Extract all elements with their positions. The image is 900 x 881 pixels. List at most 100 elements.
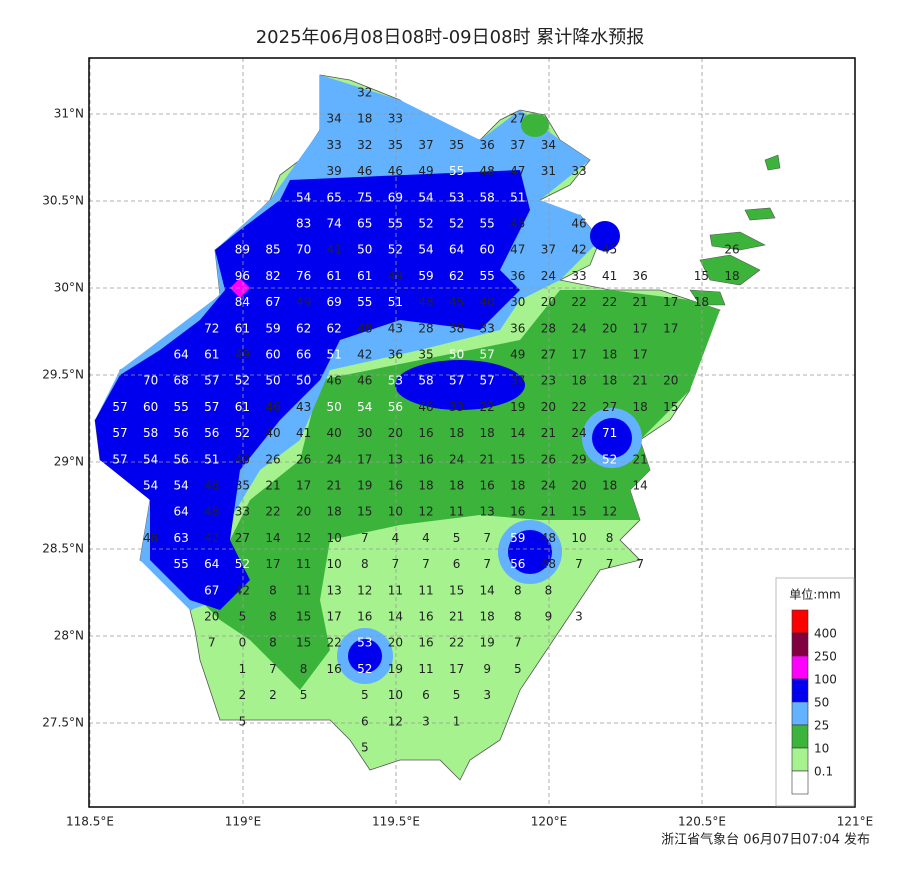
station-value: 72 [204,321,219,335]
station-value: 54 [418,190,433,204]
station-value: 8 [514,583,522,597]
station-value: 18 [449,426,464,440]
station-value: 12 [296,531,311,545]
station-value: 22 [327,636,342,650]
station-value: 7 [606,557,614,571]
station-value: 57 [204,400,219,414]
station-value: 18 [602,374,617,388]
station-value: 20 [571,479,586,493]
station-value: 18 [418,479,433,493]
station-value: 62 [449,269,464,283]
lon-tick-label: 121°E [837,815,874,829]
station-value: 55 [480,269,495,283]
station-value: 11 [296,557,311,571]
map-title: 2025年06月08日08时-09日08时 累计降水预报 [256,27,645,48]
station-value: 27 [510,112,525,126]
station-value: 28 [418,321,433,335]
lon-tick-label: 118.5°E [66,815,114,829]
lat-tick-label: 27.5°N [42,716,84,730]
station-value: 83 [296,217,311,231]
station-value: 18 [510,479,525,493]
station-value: 11 [449,505,464,519]
station-value: 45 [510,217,525,231]
station-value: 65 [327,190,342,204]
station-value: 26 [296,452,311,466]
station-value: 9 [483,662,491,676]
station-value: 33 [449,400,464,414]
station-value: 48 [541,557,556,571]
station-value: 16 [418,452,433,466]
station-value: 36 [510,269,525,283]
lat-tick-label: 29°N [54,455,84,469]
station-value: 8 [361,557,369,571]
station-value: 15 [296,610,311,624]
station-value: 54 [357,400,372,414]
station-value: 49 [296,295,311,309]
station-value: 8 [514,610,522,624]
lat-tick-label: 30.5°N [42,194,84,208]
station-value: 70 [143,374,158,388]
station-value: 46 [418,400,433,414]
station-value: 57 [480,348,495,362]
station-value: 61 [357,269,372,283]
station-value: 18 [724,269,739,283]
station-value: 33 [571,164,586,178]
lat-tick-label: 28.5°N [42,542,84,556]
station-value: 43 [296,400,311,414]
station-value: 26 [724,243,739,257]
station-value: 1 [239,662,247,676]
station-value: 15 [357,505,372,519]
station-value: 24 [327,452,342,466]
station-value: 43 [388,321,403,335]
lat-tick-label: 28°N [54,629,84,643]
station-value: 24 [541,479,556,493]
station-value: 48 [541,531,556,545]
station-value: 3 [483,688,491,702]
rain-50-100 [395,360,525,410]
station-value: 33 [571,269,586,283]
station-value: 37 [541,243,556,257]
station-value: 7 [269,662,277,676]
station-value: 18 [480,426,495,440]
station-value: 45 [602,243,617,257]
station-value: 35 [449,138,464,152]
station-value: 5 [239,714,247,728]
station-value: 74 [327,217,342,231]
station-value: 49 [388,269,403,283]
station-value: 17 [327,610,342,624]
station-value: 62 [296,321,311,335]
station-value: 6 [422,688,430,702]
station-value: 84 [235,295,250,309]
station-value: 5 [361,688,369,702]
station-value: 8 [606,531,614,545]
station-value: 7 [483,531,491,545]
station-value: 10 [327,557,342,571]
station-value: 21 [265,479,280,493]
station-value: 46 [571,217,586,231]
station-value: 3 [575,610,583,624]
station-value: 17 [296,479,311,493]
station-value: 57 [449,374,464,388]
station-value: 20 [388,426,403,440]
station-value: 21 [327,479,342,493]
station-value: 22 [602,295,617,309]
station-value: 35 [235,479,250,493]
station-value: 22 [571,295,586,309]
station-value: 48 [480,164,495,178]
station-value: 7 [514,636,522,650]
station-value: 26 [265,452,280,466]
station-value: 11 [418,662,433,676]
station-value: 85 [265,243,280,257]
station-value: 20 [541,295,556,309]
station-value: 51 [510,190,525,204]
station-value: 12 [388,714,403,728]
legend-swatch [791,701,809,726]
station-value: 15 [663,400,678,414]
station-value: 50 [357,243,372,257]
station-value: 19 [388,662,403,676]
station-value: 9 [545,610,553,624]
station-value: 19 [480,636,495,650]
station-value: 16 [388,479,403,493]
station-value: 24 [541,269,556,283]
station-value: 2 [239,688,247,702]
